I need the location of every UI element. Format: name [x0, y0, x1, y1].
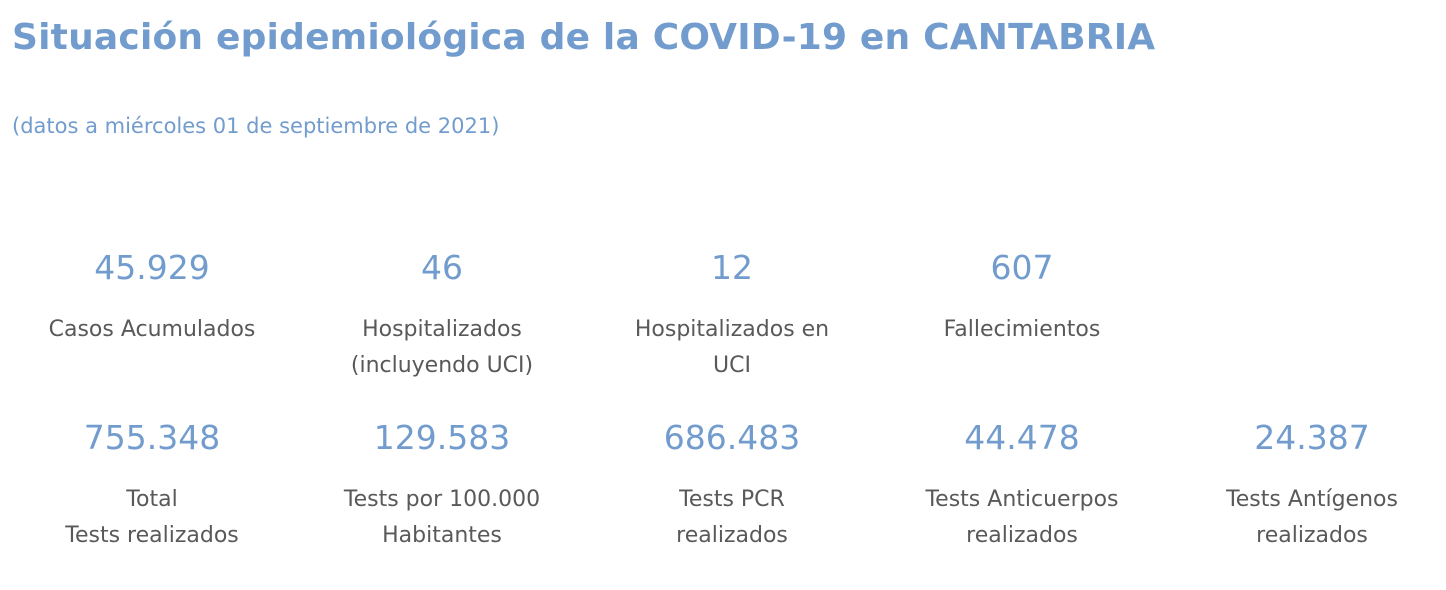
stat-tests-anticuerpos: 44.478 Tests Anticuerpos realizados — [877, 416, 1167, 554]
stat-fallecimientos: 607 Fallecimientos — [877, 246, 1167, 348]
stat-label: Fallecimientos — [943, 317, 1101, 342]
stat-label: Tests Antígenos realizados — [1226, 487, 1398, 548]
page-title: Situación epidemiológica de la COVID-19 … — [12, 17, 1156, 58]
stats-row-tests: 755.348 Total Tests realizados 129.583 T… — [0, 416, 1446, 576]
stat-value: 686.483 — [663, 418, 801, 457]
stat-label: Tests Anticuerpos realizados — [925, 487, 1119, 548]
stat-label: Casos Acumulados — [48, 317, 256, 342]
stat-value: 44.478 — [964, 418, 1080, 457]
stat-hospitalizados-uci: 12 Hospitalizados en UCI — [587, 246, 877, 384]
stat-total-tests: 755.348 Total Tests realizados — [7, 416, 297, 554]
stat-value: 129.583 — [373, 418, 511, 457]
stat-hospitalizados: 46 Hospitalizados (incluyendo UCI) — [297, 246, 587, 384]
stat-label: Tests por 100.000 Habitantes — [343, 487, 541, 548]
stat-label: Tests PCR realizados — [676, 487, 788, 548]
stat-value: 755.348 — [83, 418, 221, 457]
stat-value: 45.929 — [94, 248, 210, 287]
stat-value: 24.387 — [1254, 418, 1370, 457]
stat-value: 607 — [990, 248, 1054, 287]
stats-row-cases: 45.929 Casos Acumulados 46 Hospitalizado… — [0, 246, 1446, 406]
stat-label: Hospitalizados (incluyendo UCI) — [350, 317, 534, 378]
stat-value: 46 — [421, 248, 463, 287]
stat-label: Hospitalizados en UCI — [634, 317, 830, 378]
stat-label: Total Tests realizados — [65, 487, 239, 548]
stat-tests-per-100k: 129.583 Tests por 100.000 Habitantes — [297, 416, 587, 554]
data-date-subtitle: (datos a miércoles 01 de septiembre de 2… — [12, 114, 500, 138]
stat-tests-antigenos: 24.387 Tests Antígenos realizados — [1167, 416, 1446, 554]
stat-value: 12 — [711, 248, 753, 287]
stat-tests-pcr: 686.483 Tests PCR realizados — [587, 416, 877, 554]
stat-casos-acumulados: 45.929 Casos Acumulados — [7, 246, 297, 348]
